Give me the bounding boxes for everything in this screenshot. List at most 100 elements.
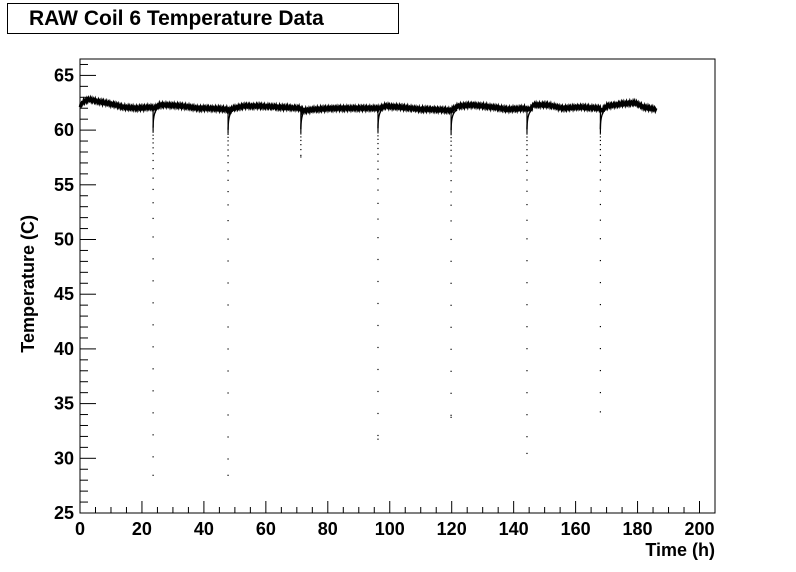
- x-tick-label: 0: [75, 519, 85, 539]
- temperature-dip: [300, 108, 308, 158]
- dip-point: [526, 370, 528, 372]
- dip-point: [377, 368, 379, 371]
- dip-point: [599, 203, 601, 206]
- dip-point: [227, 179, 229, 181]
- dip-point: [450, 304, 452, 306]
- x-tick-label: 60: [256, 519, 276, 539]
- dip-point: [526, 179, 528, 181]
- dip-point: [152, 324, 154, 326]
- dip-point: [152, 177, 154, 179]
- dip-point: [599, 169, 601, 171]
- plot-border: [79, 58, 716, 514]
- x-tick-label: 20: [132, 519, 152, 539]
- dip-point: [599, 219, 601, 221]
- dip-point: [526, 136, 528, 138]
- dip-point: [450, 134, 452, 136]
- temperature-dip: [377, 107, 385, 440]
- y-tick-label: 45: [54, 284, 74, 304]
- dip-point: [599, 238, 601, 240]
- dip-point: [377, 412, 379, 415]
- dip-point: [450, 326, 452, 328]
- dip-point: [526, 304, 528, 306]
- y-axis: 25 30 35 40 45 50 55 60 65: [54, 63, 96, 523]
- x-tick-label: 80: [318, 519, 338, 539]
- temperature-dip: [152, 106, 160, 476]
- dip-min-point: [300, 156, 302, 158]
- dip-point: [599, 154, 601, 156]
- dip-point: [300, 139, 302, 142]
- dip-point: [152, 131, 154, 133]
- dip-point: [300, 144, 302, 146]
- dip-point: [450, 137, 452, 139]
- dip-point: [526, 169, 528, 172]
- dip-point: [526, 348, 528, 350]
- dip-point: [599, 303, 601, 306]
- data-points: [78, 94, 658, 476]
- y-tick-label: 30: [54, 448, 74, 468]
- temperature-dip: [599, 108, 607, 413]
- dip-point: [377, 168, 379, 170]
- dip-point: [526, 203, 528, 206]
- dip-point: [450, 238, 452, 241]
- dip-point: [450, 204, 452, 206]
- x-tick-label: 160: [561, 519, 591, 539]
- dip-point: [599, 179, 601, 181]
- dip-min-point: [450, 416, 452, 418]
- dip-point: [526, 326, 528, 328]
- dip-point: [526, 260, 528, 262]
- dip-min-point: [377, 438, 379, 440]
- dip-point: [152, 346, 154, 348]
- dip-point: [450, 348, 452, 350]
- dip-point: [526, 144, 528, 146]
- dip-point: [300, 148, 302, 151]
- dip-point: [377, 132, 379, 134]
- dip-point: [227, 238, 229, 240]
- dip-point: [450, 220, 452, 222]
- dip-point: [152, 138, 154, 140]
- dip-recovery: [450, 109, 458, 131]
- dip-point: [377, 434, 379, 437]
- y-tick-label: 40: [54, 339, 74, 359]
- dip-point: [152, 188, 154, 191]
- dip-point: [377, 142, 379, 145]
- dip-recovery: [152, 106, 160, 128]
- dip-point: [227, 458, 229, 460]
- dip-point: [227, 190, 229, 193]
- dip-point: [300, 136, 302, 138]
- dip-point: [227, 436, 229, 438]
- y-tick-label: 50: [54, 230, 74, 250]
- y-tick-label: 35: [54, 394, 74, 414]
- dip-point: [450, 140, 452, 142]
- x-tick-label: 40: [194, 519, 214, 539]
- dip-point: [152, 390, 154, 392]
- dip-point: [152, 368, 154, 370]
- dip-point: [450, 149, 452, 151]
- y-axis-label: Temperature (C): [18, 215, 38, 353]
- dip-point: [152, 134, 154, 136]
- dip-point: [526, 414, 528, 416]
- dip-point: [377, 258, 379, 261]
- y-tick-label: 25: [54, 503, 74, 523]
- dip-min-point: [599, 411, 601, 413]
- dip-point: [450, 162, 452, 164]
- dip-point: [152, 159, 154, 162]
- dip-point: [227, 219, 229, 222]
- x-axis-label: Time (h): [645, 540, 715, 560]
- dip-point: [599, 139, 601, 142]
- dip-point: [377, 135, 379, 137]
- dip-point: [152, 217, 154, 220]
- x-tick-label: 140: [499, 519, 529, 539]
- dip-point: [450, 414, 452, 416]
- dip-point: [377, 324, 379, 327]
- dip-point: [377, 280, 379, 283]
- dip-point: [152, 434, 154, 436]
- dip-point: [152, 236, 154, 238]
- chart-title: RAW Coil 6 Temperature Data: [7, 3, 399, 34]
- dip-point: [599, 281, 601, 284]
- dip-point: [227, 140, 229, 142]
- y-tick-label: 55: [54, 175, 74, 195]
- dip-point: [526, 161, 528, 163]
- dip-point: [599, 190, 601, 192]
- dip-point: [599, 161, 601, 163]
- dip-point: [599, 136, 601, 138]
